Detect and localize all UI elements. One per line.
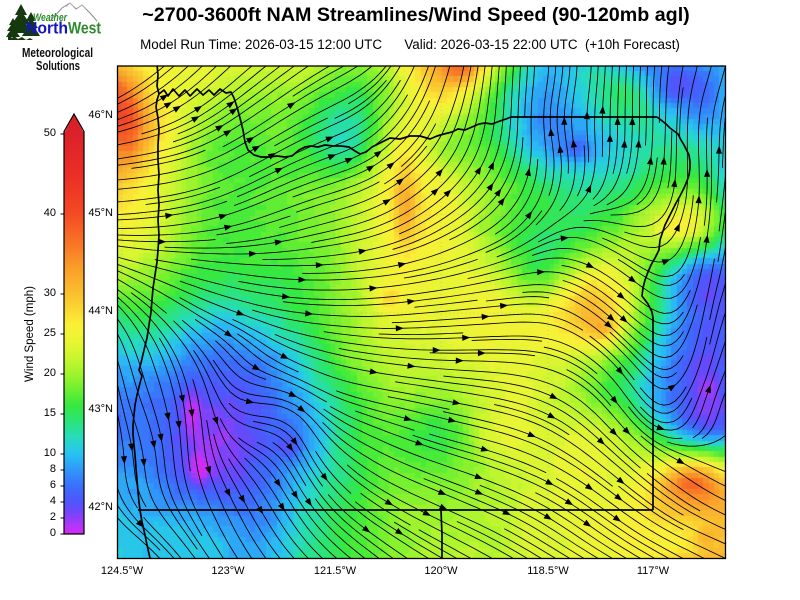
svg-text:Solutions: Solutions	[36, 59, 80, 73]
svg-text:West: West	[68, 19, 101, 38]
svg-text:North: North	[26, 19, 68, 38]
svg-text:Wind Speed (mph): Wind Speed (mph)	[24, 286, 36, 382]
svg-text:Weather: Weather	[33, 12, 68, 24]
svg-text:Meteorological: Meteorological	[22, 46, 93, 60]
